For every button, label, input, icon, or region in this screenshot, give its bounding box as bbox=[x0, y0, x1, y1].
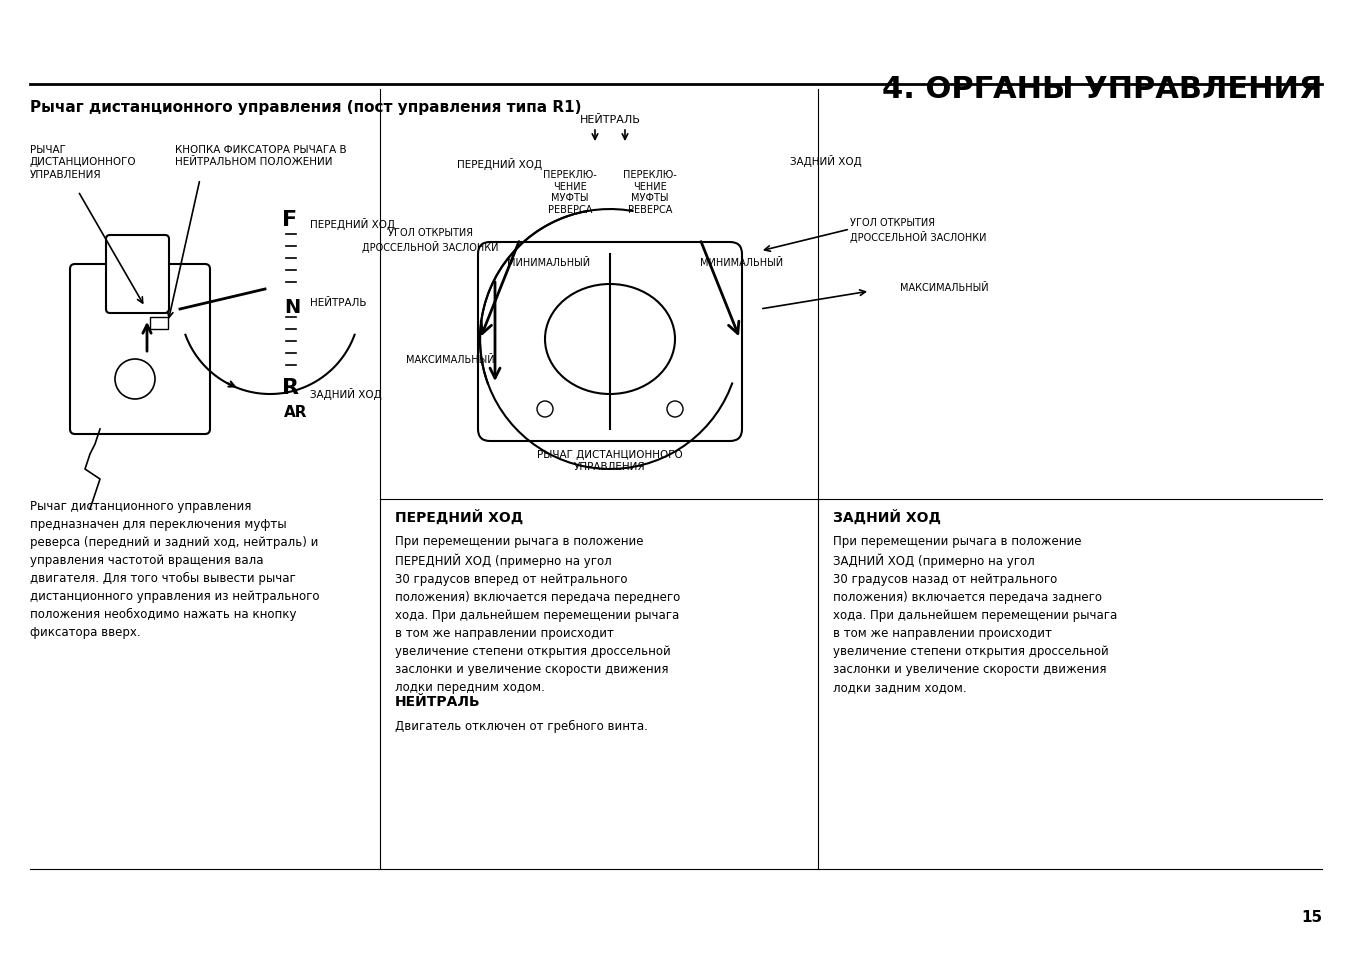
Text: МИНИМАЛЬНЫЙ: МИНИМАЛЬНЫЙ bbox=[507, 257, 589, 268]
Text: При перемещении рычага в положение
ПЕРЕДНИЙ ХОД (примерно на угол
30 градусов вп: При перемещении рычага в положение ПЕРЕД… bbox=[395, 535, 680, 694]
FancyBboxPatch shape bbox=[70, 265, 210, 435]
Text: ПЕРЕДНИЙ ХОД: ПЕРЕДНИЙ ХОД bbox=[395, 510, 523, 525]
Text: R: R bbox=[283, 377, 299, 397]
Text: N: N bbox=[284, 297, 300, 316]
Text: МИНИМАЛЬНЫЙ: МИНИМАЛЬНЫЙ bbox=[700, 257, 783, 268]
Text: НЕЙТРАЛЬ: НЕЙТРАЛЬ bbox=[580, 115, 641, 125]
Text: ЗАДНИЙ ХОД: ЗАДНИЙ ХОД bbox=[833, 510, 941, 525]
Text: РЫЧАГ ДИСТАНЦИОННОГО
УПРАВЛЕНИЯ: РЫЧАГ ДИСТАНЦИОННОГО УПРАВЛЕНИЯ bbox=[537, 450, 683, 472]
Text: Двигатель отключен от гребного винта.: Двигатель отключен от гребного винта. bbox=[395, 720, 648, 732]
Text: Рычаг дистанционного управления (пост управления типа R1): Рычаг дистанционного управления (пост уп… bbox=[30, 100, 581, 115]
Circle shape bbox=[537, 401, 553, 417]
Text: НЕЙТРАЛЬ: НЕЙТРАЛЬ bbox=[310, 297, 366, 308]
Text: УГОЛ ОТКРЫТИЯ
ДРОССЕЛЬНОЙ ЗАСЛОНКИ: УГОЛ ОТКРЫТИЯ ДРОССЕЛЬНОЙ ЗАСЛОНКИ bbox=[850, 218, 987, 243]
Bar bbox=[150, 317, 168, 330]
FancyBboxPatch shape bbox=[479, 243, 742, 441]
Text: AR: AR bbox=[284, 405, 307, 419]
Text: 4. ОРГАНЫ УПРАВЛЕНИЯ: 4. ОРГАНЫ УПРАВЛЕНИЯ bbox=[882, 75, 1322, 104]
Text: УГОЛ ОТКРЫТИЯ
ДРОССЕЛЬНОЙ ЗАСЛОНКИ: УГОЛ ОТКРЫТИЯ ДРОССЕЛЬНОЙ ЗАСЛОНКИ bbox=[362, 228, 499, 253]
Text: ПЕРЕДНИЙ ХОД: ПЕРЕДНИЙ ХОД bbox=[310, 218, 395, 230]
Circle shape bbox=[115, 359, 155, 399]
Text: ПЕРЕКЛЮ-
ЧЕНИЕ
МУФТЫ
РЕВЕРСА: ПЕРЕКЛЮ- ЧЕНИЕ МУФТЫ РЕВЕРСА bbox=[544, 170, 596, 214]
Circle shape bbox=[667, 401, 683, 417]
Text: ПЕРЕДНИЙ ХОД: ПЕРЕДНИЙ ХОД bbox=[457, 158, 542, 170]
Text: F: F bbox=[283, 210, 297, 230]
Text: МАКСИМАЛЬНЫЙ: МАКСИМАЛЬНЫЙ bbox=[406, 355, 495, 365]
Text: При перемещении рычага в положение
ЗАДНИЙ ХОД (примерно на угол
30 градусов наза: При перемещении рычага в положение ЗАДНИ… bbox=[833, 535, 1117, 694]
Text: КНОПКА ФИКСАТОРА РЫЧАГА В
НЕЙТРАЛЬНОМ ПОЛОЖЕНИИ: КНОПКА ФИКСАТОРА РЫЧАГА В НЕЙТРАЛЬНОМ ПО… bbox=[174, 145, 346, 167]
Text: Рычаг дистанционного управления
предназначен для переключения муфты
реверса (пер: Рычаг дистанционного управления предназн… bbox=[30, 499, 319, 639]
Text: ПЕРЕКЛЮ-
ЧЕНИЕ
МУФТЫ
РЕВЕРСА: ПЕРЕКЛЮ- ЧЕНИЕ МУФТЫ РЕВЕРСА bbox=[623, 170, 677, 214]
Text: МАКСИМАЛЬНЫЙ: МАКСИМАЛЬНЫЙ bbox=[900, 283, 988, 293]
Text: РЫЧАГ
ДИСТАНЦИОННОГО
УПРАВЛЕНИЯ: РЫЧАГ ДИСТАНЦИОННОГО УПРАВЛЕНИЯ bbox=[30, 145, 137, 180]
FancyBboxPatch shape bbox=[105, 235, 169, 314]
Ellipse shape bbox=[545, 285, 675, 395]
Text: ЗАДНИЙ ХОД: ЗАДНИЙ ХОД bbox=[310, 388, 381, 399]
Text: ЗАДНИЙ ХОД: ЗАДНИЙ ХОД bbox=[790, 154, 861, 167]
Text: НЕЙТРАЛЬ: НЕЙТРАЛЬ bbox=[395, 695, 480, 708]
Text: 15: 15 bbox=[1301, 909, 1322, 924]
